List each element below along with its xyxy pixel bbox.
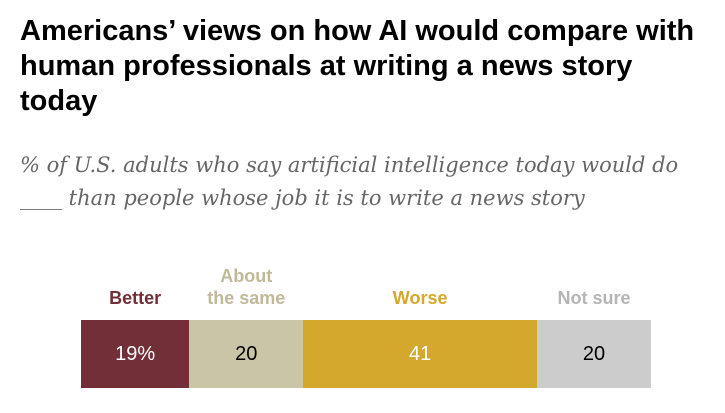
category-label: Better bbox=[109, 288, 162, 308]
bar-value-label: 41 bbox=[409, 342, 432, 365]
bar-segment: 20 bbox=[537, 320, 651, 388]
bar-value-label: 19% bbox=[115, 342, 156, 365]
bar-segment: 19% bbox=[81, 320, 190, 388]
stacked-bar: 19% 20 41 20 bbox=[81, 320, 651, 388]
chart-subtitle: % of U.S. adults who say artificial inte… bbox=[20, 153, 679, 210]
category-label: Not sure bbox=[557, 288, 631, 308]
category-label: Worse bbox=[392, 288, 448, 308]
chart-title: Americans’ views on how AI would compare… bbox=[20, 15, 695, 117]
bar-segment: 41 bbox=[303, 320, 537, 388]
category-label: About the same bbox=[207, 266, 286, 308]
bar-value-label: 20 bbox=[582, 342, 606, 365]
bar-value-label: 20 bbox=[235, 342, 258, 365]
bar-segment: 20 bbox=[189, 320, 304, 388]
